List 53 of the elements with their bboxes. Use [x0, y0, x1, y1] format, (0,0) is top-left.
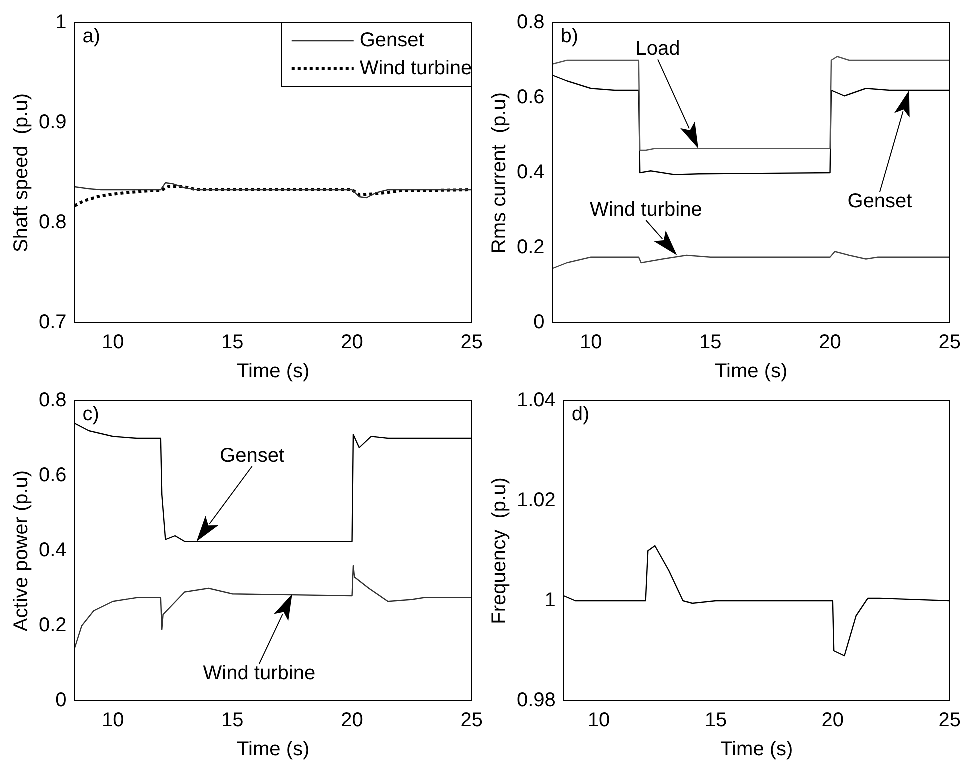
- y-tick-label: 0.6: [38, 464, 67, 487]
- y-tick-label: 0: [56, 690, 67, 712]
- x-tick-label: 20: [341, 710, 364, 732]
- x-tick-label: 10: [102, 332, 124, 354]
- y-axis-title: Rms current (p.u): [488, 92, 511, 254]
- y-tick-label: 0.4: [516, 162, 545, 184]
- annotation: Wind turbine: [590, 199, 702, 222]
- y-tick-label: 0.9: [38, 112, 67, 134]
- y-tick-label: 0.8: [38, 390, 67, 412]
- annotation: a): [82, 26, 101, 48]
- y-axis-title: Shaft speed (p.u): [10, 94, 33, 252]
- y-tick-label: 1: [56, 12, 67, 34]
- y-tick-label: 0.2: [38, 614, 67, 637]
- x-axis-title: Time (s): [237, 738, 310, 761]
- y-axis-title: Active power (p.u): [10, 470, 33, 632]
- x-tick-label: 10: [580, 332, 602, 354]
- x-tick-label: 10: [588, 710, 610, 732]
- x-axis-title: Time (s): [237, 360, 310, 383]
- y-tick-label: 0.6: [516, 86, 545, 109]
- x-tick-label: 10: [102, 710, 124, 732]
- x-tick-label: 25: [938, 710, 961, 732]
- annotation: Load: [636, 38, 680, 60]
- x-axis-title: Time (s): [720, 738, 794, 761]
- x-tick-label: 25: [460, 332, 483, 354]
- y-tick-label: 0: [534, 312, 545, 334]
- x-tick-label: 15: [222, 332, 244, 354]
- annotation: Genset: [848, 190, 913, 213]
- y-tick-label: 0.98: [516, 690, 556, 712]
- x-tick-label: 20: [341, 332, 364, 354]
- y-tick-label: 0.7: [38, 312, 67, 334]
- x-axis-title: Time (s): [715, 360, 788, 383]
- annotation: b): [560, 26, 579, 48]
- x-tick-label: 25: [938, 332, 961, 354]
- y-tick-label: 0.4: [38, 540, 67, 562]
- annotation: Genset: [220, 445, 285, 468]
- x-tick-label: 15: [700, 332, 722, 354]
- y-tick-label: 1.02: [516, 490, 556, 512]
- annotation: d): [572, 404, 590, 426]
- x-tick-label: 20: [822, 710, 844, 732]
- annotation: Wind turbine: [203, 662, 316, 685]
- y-tick-label: 0.2: [516, 236, 545, 259]
- annotation: c): [82, 404, 100, 426]
- x-tick-label: 15: [704, 710, 728, 732]
- y-tick-label: 0.8: [516, 12, 545, 34]
- x-tick-label: 15: [222, 710, 244, 732]
- y-tick-label: 0.8: [38, 212, 67, 234]
- y-axis-title: Frequency (p.u): [488, 478, 511, 624]
- legend-label: Genset: [360, 30, 425, 52]
- y-tick-label: 1: [544, 590, 556, 612]
- y-tick-label: 1.04: [516, 390, 556, 412]
- legend-label: Wind turbine: [360, 58, 472, 80]
- x-tick-label: 20: [819, 332, 842, 354]
- x-tick-label: 25: [460, 710, 483, 732]
